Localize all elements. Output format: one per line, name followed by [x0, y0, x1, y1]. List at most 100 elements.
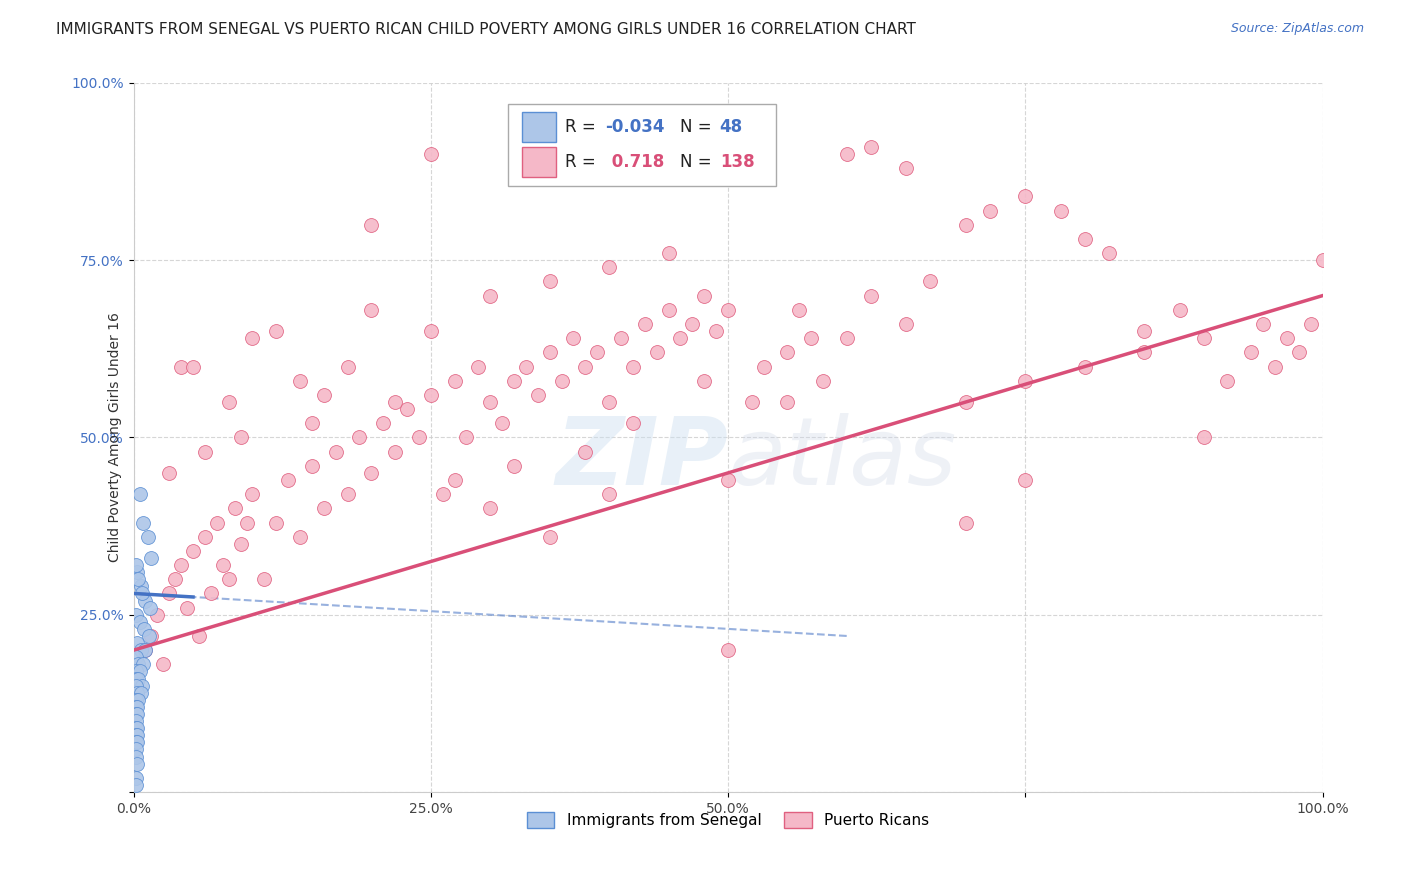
Point: [419, 388, 441, 402]
Point: [218, 572, 240, 586]
Point: [139, 600, 162, 615]
Point: [131, 679, 153, 693]
Point: [1073, 359, 1095, 374]
Point: [586, 345, 609, 359]
Text: Source: ZipAtlas.com: Source: ZipAtlas.com: [1230, 22, 1364, 36]
Point: [170, 359, 193, 374]
Point: [128, 665, 150, 679]
Point: [669, 331, 692, 345]
Point: [658, 246, 681, 260]
Point: [598, 395, 620, 409]
Point: [717, 302, 740, 317]
Point: [125, 778, 148, 792]
Point: [955, 218, 977, 232]
Point: [562, 331, 585, 345]
Point: [610, 331, 633, 345]
Point: [134, 593, 156, 607]
Point: [681, 317, 703, 331]
Point: [955, 516, 977, 530]
Point: [598, 487, 620, 501]
Point: [432, 487, 454, 501]
Point: [360, 302, 382, 317]
Point: [360, 466, 382, 480]
FancyBboxPatch shape: [523, 147, 555, 178]
Point: [1216, 374, 1239, 388]
Point: [811, 374, 834, 388]
Text: IMMIGRANTS FROM SENEGAL VS PUERTO RICAN CHILD POVERTY AMONG GIRLS UNDER 16 CORRE: IMMIGRANTS FROM SENEGAL VS PUERTO RICAN …: [56, 22, 917, 37]
Point: [859, 288, 882, 302]
Point: [479, 501, 502, 516]
Point: [125, 771, 148, 785]
Point: [125, 650, 148, 665]
Point: [242, 331, 264, 345]
Point: [125, 749, 148, 764]
Point: [325, 444, 347, 458]
Point: [800, 331, 823, 345]
Point: [704, 324, 727, 338]
Point: [443, 374, 465, 388]
Point: [741, 395, 763, 409]
Point: [152, 657, 174, 672]
Text: R =: R =: [565, 153, 602, 171]
Point: [776, 345, 799, 359]
Point: [205, 516, 228, 530]
Point: [658, 302, 681, 317]
Point: [479, 288, 502, 302]
Point: [127, 756, 149, 771]
Text: 48: 48: [720, 118, 742, 136]
Point: [127, 721, 149, 735]
Point: [835, 331, 858, 345]
Point: [693, 288, 716, 302]
Point: [574, 359, 596, 374]
Point: [621, 417, 644, 431]
Point: [127, 572, 149, 586]
Point: [467, 359, 489, 374]
Point: [131, 586, 153, 600]
Point: [125, 699, 148, 714]
Point: [224, 501, 246, 516]
Point: [188, 629, 211, 643]
Point: [288, 530, 311, 544]
Point: [127, 636, 149, 650]
Point: [503, 458, 526, 473]
Point: [1299, 317, 1322, 331]
Point: [1014, 189, 1036, 203]
FancyBboxPatch shape: [523, 112, 555, 142]
Point: [1168, 302, 1191, 317]
Legend: Immigrants from Senegal, Puerto Ricans: Immigrants from Senegal, Puerto Ricans: [520, 805, 935, 834]
Point: [181, 544, 204, 558]
Text: 0.718: 0.718: [606, 153, 664, 171]
Point: [264, 516, 287, 530]
Point: [384, 395, 406, 409]
Point: [127, 728, 149, 742]
Point: [717, 473, 740, 487]
Point: [127, 693, 149, 707]
Point: [1192, 331, 1215, 345]
Point: [277, 473, 299, 487]
Point: [419, 146, 441, 161]
Point: [491, 417, 513, 431]
Text: atlas: atlas: [728, 413, 956, 504]
Point: [1014, 374, 1036, 388]
Point: [194, 444, 217, 458]
Point: [360, 218, 382, 232]
Point: [1133, 345, 1156, 359]
Text: N =: N =: [681, 118, 717, 136]
Point: [157, 466, 180, 480]
Point: [896, 161, 918, 175]
Point: [218, 395, 240, 409]
Point: [138, 629, 160, 643]
Point: [125, 607, 148, 622]
Point: [301, 417, 323, 431]
Point: [349, 430, 371, 444]
Point: [373, 417, 395, 431]
Point: [1312, 253, 1334, 268]
Point: [312, 501, 335, 516]
Point: [979, 203, 1001, 218]
Point: [129, 643, 152, 657]
Point: [242, 487, 264, 501]
Point: [538, 530, 561, 544]
Point: [1288, 345, 1310, 359]
Point: [693, 374, 716, 388]
Text: R =: R =: [565, 118, 602, 136]
